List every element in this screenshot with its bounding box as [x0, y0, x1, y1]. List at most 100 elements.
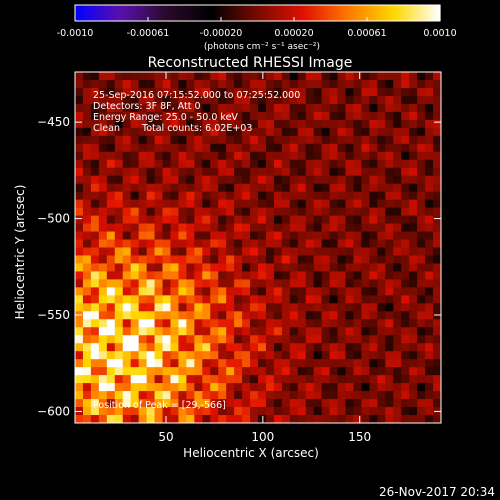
heatmap-cell	[170, 311, 179, 320]
colorbar-segment	[245, 5, 249, 21]
heatmap-cell	[242, 279, 251, 288]
heatmap-cell	[361, 215, 370, 225]
heatmap-cell	[75, 271, 84, 280]
heatmap-cell	[433, 191, 442, 201]
heatmap-cell	[297, 415, 307, 424]
heatmap-cell	[242, 103, 251, 113]
heatmap-cell	[265, 287, 275, 296]
heatmap-cell	[226, 159, 235, 169]
heatmap-cell	[75, 151, 84, 161]
heatmap-cell	[297, 119, 307, 129]
colorbar-segment	[114, 5, 119, 21]
heatmap-cell	[242, 319, 251, 328]
heatmap-cell	[337, 383, 347, 392]
heatmap-cell	[321, 343, 331, 352]
heatmap-cell	[353, 95, 362, 105]
heatmap-cell	[265, 263, 275, 272]
heatmap-cell	[234, 231, 243, 241]
heatmap-cell	[154, 351, 164, 360]
heatmap-cell	[289, 327, 299, 336]
heatmap-cell	[289, 367, 299, 376]
heatmap-cell	[258, 311, 267, 320]
heatmap-cell	[289, 247, 299, 256]
heatmap-cell	[265, 399, 275, 408]
heatmap-cell	[98, 215, 108, 225]
heatmap-cell	[170, 279, 179, 288]
heatmap-cell	[281, 215, 291, 225]
heatmap-cell	[202, 375, 211, 384]
heatmap-cell	[258, 247, 267, 256]
colorbar-segment	[351, 5, 356, 21]
heatmap-cell	[234, 383, 243, 392]
heatmap-cell	[210, 79, 219, 89]
heatmap-cell	[162, 175, 171, 185]
heatmap-cell	[417, 119, 426, 129]
heatmap-cell	[218, 351, 227, 360]
heatmap-cell	[305, 215, 315, 225]
heatmap-cell	[130, 287, 140, 296]
heatmap-cell	[425, 367, 434, 376]
colorbar-segment	[415, 5, 420, 21]
heatmap-cell	[385, 183, 394, 193]
colorbar-segment	[129, 5, 134, 21]
heatmap-cell	[186, 215, 195, 225]
heatmap-cell	[425, 327, 434, 336]
heatmap-cell	[321, 303, 331, 312]
heatmap-cell	[273, 319, 283, 328]
colorbar-segment	[263, 5, 268, 21]
heatmap-cell	[273, 183, 283, 193]
heatmap-cell	[337, 391, 347, 400]
heatmap-cell	[385, 223, 394, 233]
heatmap-cell	[162, 343, 171, 352]
heatmap-cell	[265, 295, 275, 304]
heatmap-cell	[75, 167, 84, 177]
heatmap-cell	[82, 391, 92, 400]
heatmap-cell	[273, 271, 283, 280]
heatmap-cell	[361, 375, 370, 384]
heatmap-cell	[369, 319, 378, 328]
heatmap-cell	[186, 247, 195, 256]
heatmap-cell	[433, 303, 442, 312]
heatmap-cell	[98, 167, 108, 177]
heatmap-cell	[273, 111, 283, 121]
heatmap-cell	[273, 151, 283, 161]
heatmap-cell	[98, 239, 108, 248]
heatmap-cell	[353, 111, 362, 121]
heatmap-cell	[250, 391, 259, 400]
heatmap-cell	[409, 159, 418, 169]
heatmap-cell	[162, 183, 171, 193]
heatmap-cell	[273, 359, 283, 368]
heatmap-cell	[433, 127, 442, 137]
heatmap-cell	[361, 327, 370, 336]
heatmap-cell	[409, 335, 418, 344]
heatmap-cell	[273, 383, 283, 392]
heatmap-cell	[226, 167, 235, 177]
heatmap-cell	[154, 383, 164, 392]
heatmap-cell	[98, 79, 108, 89]
heatmap-cell	[321, 335, 331, 344]
heatmap-cell	[218, 279, 227, 288]
heatmap-cell	[321, 95, 331, 105]
heatmap-cell	[106, 247, 116, 256]
heatmap-cell	[250, 415, 259, 424]
heatmap-cell	[98, 359, 108, 368]
heatmap-cell	[393, 263, 402, 272]
heatmap-cell	[250, 119, 259, 129]
colorbar-segment	[424, 5, 429, 21]
heatmap-cell	[353, 207, 362, 217]
heatmap-cell	[393, 135, 402, 145]
heatmap-cell	[305, 279, 315, 288]
heatmap-cell	[178, 255, 187, 264]
heatmap-cell	[138, 95, 148, 105]
heatmap-cell	[114, 383, 124, 392]
colorbar-segment	[151, 5, 155, 21]
heatmap-cell	[114, 231, 124, 241]
heatmap-cell	[377, 95, 386, 105]
heatmap-cell	[369, 271, 378, 280]
heatmap-cell	[186, 223, 195, 233]
heatmap-cell	[401, 367, 410, 376]
heatmap-cell	[138, 391, 148, 400]
heatmap-cell	[401, 351, 410, 360]
heatmap-cell	[146, 175, 156, 185]
colorbar-segment	[236, 5, 240, 21]
